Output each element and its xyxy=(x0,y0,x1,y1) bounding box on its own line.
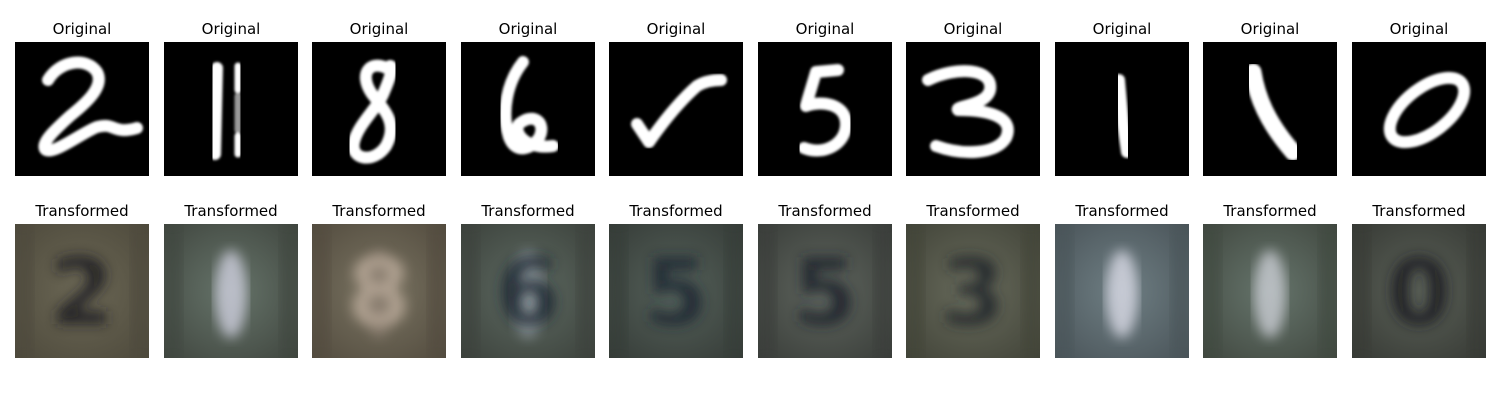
svhn-style-digit-image: 6 xyxy=(461,224,595,358)
panel-title: Original xyxy=(1240,20,1300,38)
svg-text:0: 0 xyxy=(1387,239,1451,346)
panel-title: Original xyxy=(1389,20,1449,38)
mnist-digit-image xyxy=(312,42,446,176)
panel-title: Original xyxy=(646,20,706,38)
panel-title: Transformed xyxy=(1223,202,1317,220)
svg-text:8: 8 xyxy=(347,239,411,346)
mnist-digit-image xyxy=(164,42,298,176)
mnist-digit-image xyxy=(609,42,743,176)
svhn-style-digit-image: 0 xyxy=(1352,224,1486,358)
panel-title: Original xyxy=(795,20,855,38)
panel-title: Original xyxy=(498,20,558,38)
svg-text:6: 6 xyxy=(496,239,560,346)
panel-title: Transformed xyxy=(629,202,723,220)
panel-title: Transformed xyxy=(184,202,278,220)
svhn-style-digit-image: 3 xyxy=(906,224,1040,358)
svhn-style-digit-image xyxy=(1203,224,1337,358)
panel-title: Original xyxy=(52,20,112,38)
panel-title: Transformed xyxy=(926,202,1020,220)
mnist-digit-image xyxy=(758,42,892,176)
mnist-digit-image xyxy=(906,42,1040,176)
panel-title: Transformed xyxy=(35,202,129,220)
panel-title: Transformed xyxy=(1075,202,1169,220)
svhn-style-digit-image xyxy=(1055,224,1189,358)
mnist-digit-image xyxy=(1055,42,1189,176)
svhn-style-digit-image xyxy=(164,224,298,358)
svg-text:5: 5 xyxy=(793,239,857,346)
svg-text:5: 5 xyxy=(644,239,708,346)
mnist-digit-image xyxy=(1352,42,1486,176)
svg-text:2: 2 xyxy=(50,239,114,346)
panel-title: Original xyxy=(349,20,409,38)
panel-title: Transformed xyxy=(332,202,426,220)
svg-text:3: 3 xyxy=(941,239,1005,346)
svhn-style-digit-image: 5 xyxy=(758,224,892,358)
panel-title: Transformed xyxy=(1372,202,1466,220)
panel-title: Original xyxy=(943,20,1003,38)
panel-title: Original xyxy=(1092,20,1152,38)
mnist-digit-image xyxy=(1203,42,1337,176)
svhn-style-digit-image: 8 xyxy=(312,224,446,358)
svhn-style-digit-image: 2 xyxy=(15,224,149,358)
svhn-style-digit-image: 5 xyxy=(609,224,743,358)
mnist-digit-image xyxy=(461,42,595,176)
mnist-digit-image xyxy=(15,42,149,176)
panel-title: Original xyxy=(201,20,261,38)
panel-title: Transformed xyxy=(481,202,575,220)
panel-title: Transformed xyxy=(778,202,872,220)
